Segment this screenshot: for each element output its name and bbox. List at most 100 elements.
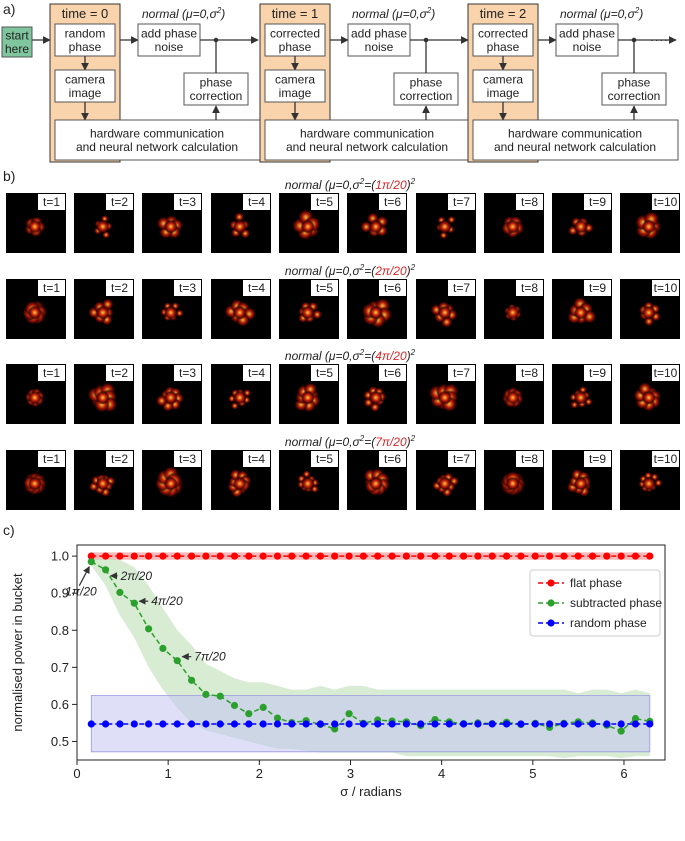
camera-frame: t=8 [484, 450, 544, 510]
legend: flat phase subtracted phase random phase [529, 569, 662, 637]
frame-label-bg [516, 194, 543, 210]
frame-label-bg [652, 194, 679, 210]
speckle-core [573, 476, 588, 491]
add-noise-label: add phase noise [141, 27, 197, 54]
camera-frame: t=10 [620, 450, 680, 510]
speckle-core [505, 305, 520, 320]
camera-frame: t=10 [620, 279, 680, 339]
frame-label-bg [311, 280, 338, 296]
data-point [617, 727, 625, 735]
data-point [546, 720, 554, 728]
camera-frame: t=6 [347, 193, 407, 253]
data-point [273, 714, 282, 722]
frame-label-bg [243, 365, 270, 381]
series-line [90, 561, 650, 732]
x-tick-label: 3 [347, 766, 354, 781]
data-point [631, 720, 640, 728]
frame-label: t=6 [384, 195, 401, 209]
frame-label: t=6 [384, 281, 401, 295]
camera-frame: t=9 [552, 193, 612, 253]
frame-label-bg [584, 194, 611, 210]
frame-label: t=5 [316, 281, 333, 295]
data-point [417, 552, 425, 560]
annotation-label: 1π/20 [65, 585, 97, 599]
frame-label: t=9 [589, 452, 606, 466]
frame-label-bg [311, 365, 338, 381]
data-point [202, 552, 210, 560]
camera-frame: t=2 [74, 364, 134, 424]
frame-label-bg [448, 194, 475, 210]
x-tick-label: 6 [620, 766, 627, 781]
frame-label-bg [106, 451, 133, 467]
frame-label-bg [516, 451, 543, 467]
data-point [517, 720, 525, 728]
data-point [603, 552, 611, 560]
frame-label: t=1 [43, 452, 60, 466]
frame-label-bg [448, 365, 475, 381]
add-noise-label: add phase noise [351, 27, 407, 54]
data-point [87, 720, 95, 728]
speckle-core [232, 305, 247, 320]
data-point [588, 720, 597, 728]
correction-label: phase correction [400, 76, 453, 103]
speckle-core [300, 305, 315, 320]
frame-row-1: normal (μ=0,σ2=(1π/20)2 t=1 t=2 t=3 t=4 t=5 t=… [6, 177, 680, 253]
data-point [646, 552, 654, 560]
speckle-spot [234, 212, 245, 222]
phase-box [472, 23, 534, 57]
speckle-core [573, 219, 588, 234]
x-axis-label: σ / radians [340, 784, 402, 799]
speckle-core [95, 305, 110, 320]
data-point [245, 552, 253, 560]
stage-time-label: time = 2 [480, 6, 527, 21]
noise-distribution-label: normal (μ=0,σ2) [352, 6, 435, 21]
frame-label: t=1 [43, 281, 60, 295]
speckle-core [505, 219, 520, 234]
frame-label: t=1 [43, 366, 60, 380]
speckle-core [300, 390, 315, 405]
camera-frame: t=10 [620, 193, 680, 253]
data-point [130, 552, 138, 560]
speckle-core [641, 390, 656, 405]
row-title: normal (μ=0,σ2=(7π/20)2 [285, 434, 416, 449]
data-point [288, 552, 296, 560]
series-flat-phase [87, 552, 654, 560]
data-point [87, 552, 95, 560]
frame-label: t=7 [453, 452, 470, 466]
data-point [531, 552, 539, 560]
row-title: normal (μ=0,σ2=(2π/20)2 [285, 263, 416, 278]
hardware-box [54, 119, 261, 161]
data-point [574, 552, 582, 560]
junction-dot [631, 37, 637, 43]
camera-frame: t=1 [6, 450, 66, 510]
data-point [173, 552, 181, 560]
data-point [503, 552, 511, 560]
panel-a-flowchart: a) start here time = 0 random phase camera imag… [1, 1, 679, 163]
frame-label-bg [379, 365, 406, 381]
data-point [230, 720, 239, 728]
speckle-core [300, 219, 315, 234]
frame-label-bg [106, 194, 133, 210]
frame-label-bg [174, 365, 201, 381]
data-point [145, 552, 153, 560]
frame-label: t=3 [179, 452, 196, 466]
x-tick-label: 0 [73, 766, 80, 781]
camera-frame: t=2 [74, 279, 134, 339]
camera-frame: t=3 [142, 450, 202, 510]
camera-frame: t=1 [6, 364, 66, 424]
data-point [560, 552, 568, 560]
frame-label-bg [106, 280, 133, 296]
legend-label: subtracted phase [570, 596, 662, 610]
frame-label: t=9 [589, 281, 606, 295]
camera-frame: t=3 [142, 364, 202, 424]
legend-entry: random phase [538, 616, 647, 630]
frame-row-3: normal (μ=0,σ2=(4π/20)2 t=1 t=2 t=3 t=4 t=5 t=… [6, 348, 680, 424]
data-point [159, 720, 167, 728]
frame-label: t=5 [316, 195, 333, 209]
hardware-label: hardware communication and neural network… [494, 127, 656, 154]
data-point [302, 720, 310, 728]
data-point [588, 552, 597, 560]
frame-label-bg [584, 451, 611, 467]
frame-label-bg [174, 280, 201, 296]
